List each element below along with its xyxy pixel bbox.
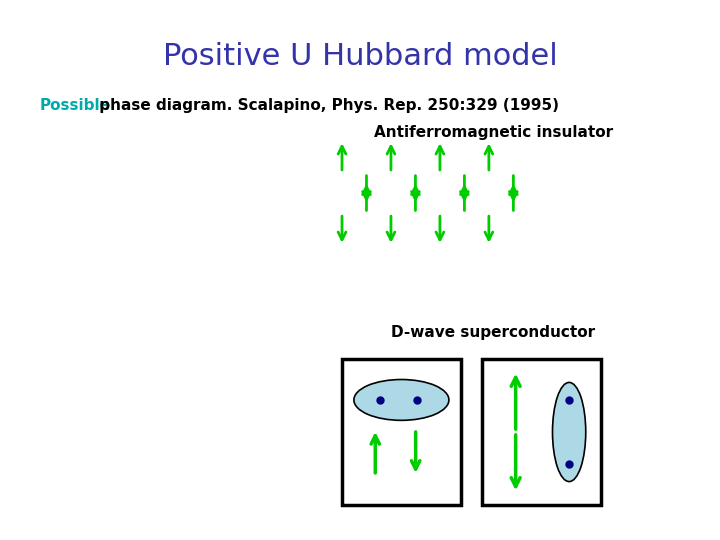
Text: Antiferromagnetic insulator: Antiferromagnetic insulator [374, 125, 613, 140]
Ellipse shape [354, 380, 449, 420]
Text: Positive U Hubbard model: Positive U Hubbard model [163, 42, 557, 71]
Ellipse shape [552, 382, 586, 482]
Text: Possible: Possible [40, 98, 111, 113]
Bar [482, 359, 601, 505]
Text: D-wave superconductor: D-wave superconductor [391, 325, 595, 340]
Bar [342, 359, 461, 505]
Text: phase diagram. Scalapino, Phys. Rep. 250:329 (1995): phase diagram. Scalapino, Phys. Rep. 250… [94, 98, 559, 113]
